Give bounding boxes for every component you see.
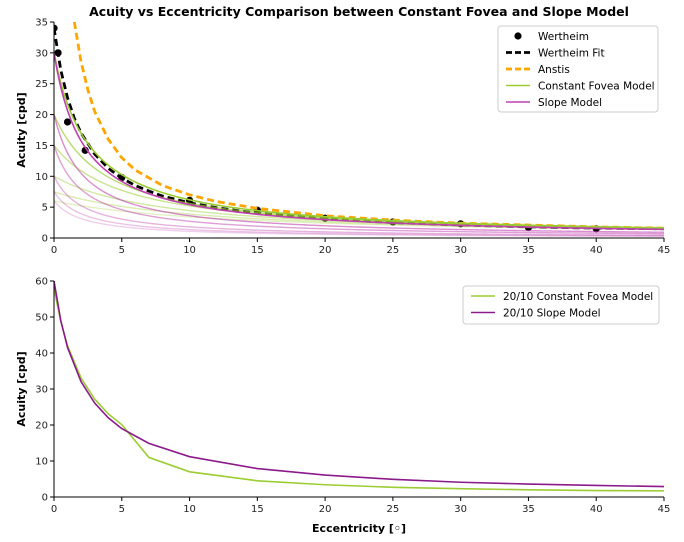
legend-marker — [514, 32, 522, 40]
y-tick-label: 20 — [35, 421, 48, 432]
x-tick-label: 0 — [51, 504, 57, 515]
plot-area — [54, 281, 664, 492]
chart-title: Acuity vs Eccentricity Comparison betwee… — [89, 4, 629, 19]
x-tick-label: 30 — [454, 245, 467, 256]
legend-label: Slope Model — [538, 97, 602, 109]
y-tick-label: 0 — [42, 493, 48, 504]
x-tick-label: 25 — [387, 245, 400, 256]
series-slope-model-curve-4 — [54, 191, 664, 237]
bottom-chart: 0 5 10 15 20 25 30 35 40 45 0 10 20 30 40 50 60 20/10 Con… — [35, 277, 670, 516]
series-slope-model-curve-0 — [54, 52, 664, 231]
y-tick-label: 25 — [35, 79, 48, 90]
x-axis-label: Eccentricity [◦] — [312, 522, 406, 535]
x-tick-label: 45 — [658, 504, 671, 515]
top-chart: 0 5 10 15 20 25 30 35 40 45 0 5 10 15 20 25 30 35 Wertheim… — [35, 18, 670, 257]
y-tick-label: 10 — [35, 172, 48, 183]
legend-label: 20/10 Slope Model — [503, 307, 601, 319]
bottom-y-axis-label: Acuity [cpd] — [15, 351, 28, 426]
x-tick-label: 35 — [522, 245, 535, 256]
y-tick-label: 35 — [35, 18, 48, 29]
y-tick-label: 50 — [35, 313, 48, 324]
x-tick-label: 15 — [251, 245, 264, 256]
series-20-10-constant-fovea-model-line — [54, 288, 664, 492]
series-slope-model-curve-1 — [54, 114, 664, 233]
x-tick-label: 20 — [319, 245, 332, 256]
legend-frame — [497, 25, 659, 113]
x-tick-label: 15 — [251, 504, 264, 515]
x-tick-label: 5 — [119, 245, 125, 256]
y-tick-label: 60 — [35, 277, 48, 288]
x-tick-label: 35 — [522, 504, 535, 515]
series-constant-fovea-model-curve-1 — [54, 114, 664, 229]
x-tick-label: 40 — [590, 504, 603, 515]
x-tick-label: 45 — [658, 245, 671, 256]
legend-frame — [462, 285, 660, 325]
y-tick-label: 10 — [35, 457, 48, 468]
x-tick-label: 20 — [319, 504, 332, 515]
series-wertheim-point — [63, 118, 72, 126]
x-tick-label: 30 — [454, 504, 467, 515]
y-tick-label: 30 — [35, 48, 48, 59]
series-wertheim-point — [81, 146, 89, 154]
legend: Wertheim Wertheim Fit Anstis Constant Fovea… — [497, 25, 659, 113]
series-constant-fovea-model-curve-2 — [54, 144, 664, 229]
series-slope-model-curve-3 — [54, 175, 664, 236]
series-20-10-slope-model-line — [54, 281, 664, 488]
y-tick-label: 40 — [35, 349, 48, 360]
x-tick-label: 10 — [183, 504, 196, 515]
y-tick-label: 20 — [35, 110, 48, 121]
x-tick-label: 0 — [51, 245, 57, 256]
series-slope-model-curve-2 — [54, 145, 664, 235]
x-tick-label: 10 — [183, 245, 196, 256]
x-tick-label: 5 — [119, 504, 125, 515]
y-tick-label: 0 — [42, 234, 48, 245]
y-tick-label: 5 — [42, 203, 48, 214]
y-tick-label: 30 — [35, 385, 48, 396]
plot-area — [54, 22, 664, 237]
legend-label: Constant Fovea Model — [538, 80, 655, 92]
series-slope-model-curve-5 — [54, 200, 664, 237]
y-tick-label: 15 — [35, 141, 48, 152]
x-tick-label: 25 — [387, 504, 400, 515]
legend-label: Anstis — [538, 64, 570, 76]
legend: 20/10 Constant Fovea Model 20/10 Slope Mo… — [462, 285, 660, 325]
legend-label: Wertheim Fit — [538, 47, 605, 59]
top-y-axis-label: Acuity [cpd] — [15, 92, 28, 167]
x-tick-label: 40 — [590, 245, 603, 256]
legend-label: 20/10 Constant Fovea Model — [503, 291, 653, 303]
legend-label: Wertheim — [538, 31, 589, 43]
